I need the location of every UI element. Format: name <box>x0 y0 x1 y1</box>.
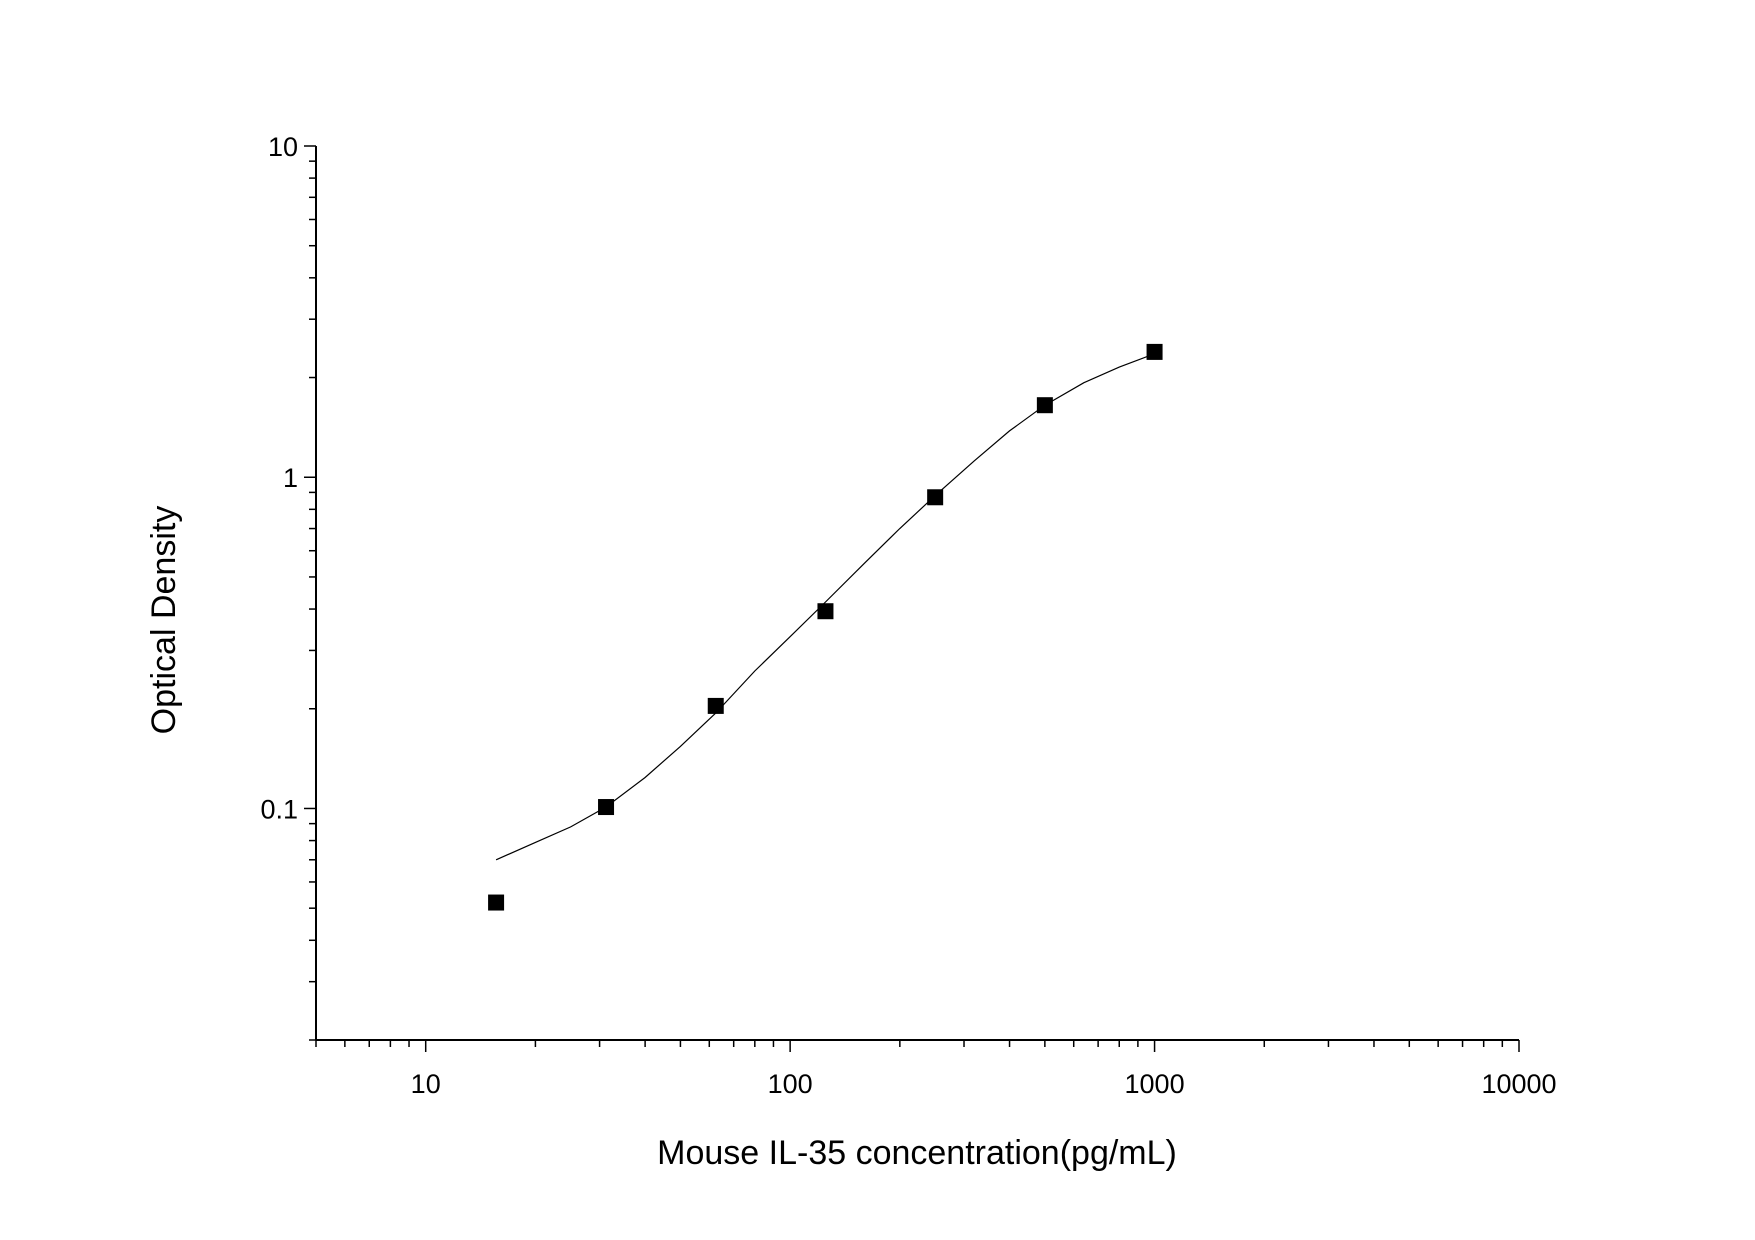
x-tick-label: 100 <box>768 1069 813 1099</box>
data-point <box>1146 343 1163 360</box>
y-tick-label: 1 <box>283 463 298 493</box>
y-axis-label: Optical Density <box>145 506 183 735</box>
data-point <box>707 697 724 714</box>
x-axis-label: Mouse IL-35 concentration(pg/mL) <box>657 1134 1177 1172</box>
data-point <box>927 489 944 506</box>
x-tick-label: 10 <box>411 1069 441 1099</box>
x-tick-label: 1000 <box>1125 1069 1185 1099</box>
y-tick-label: 10 <box>268 132 298 162</box>
data-points <box>488 343 1163 911</box>
data-point <box>817 603 834 620</box>
axes: 10 100 1000 10000 0.1 1 10 <box>260 132 1556 1099</box>
data-point <box>488 894 505 911</box>
x-tick-label: 10000 <box>1481 1069 1556 1099</box>
data-point <box>598 799 615 816</box>
data-point <box>1036 397 1053 414</box>
y-tick-label: 0.1 <box>260 794 298 824</box>
